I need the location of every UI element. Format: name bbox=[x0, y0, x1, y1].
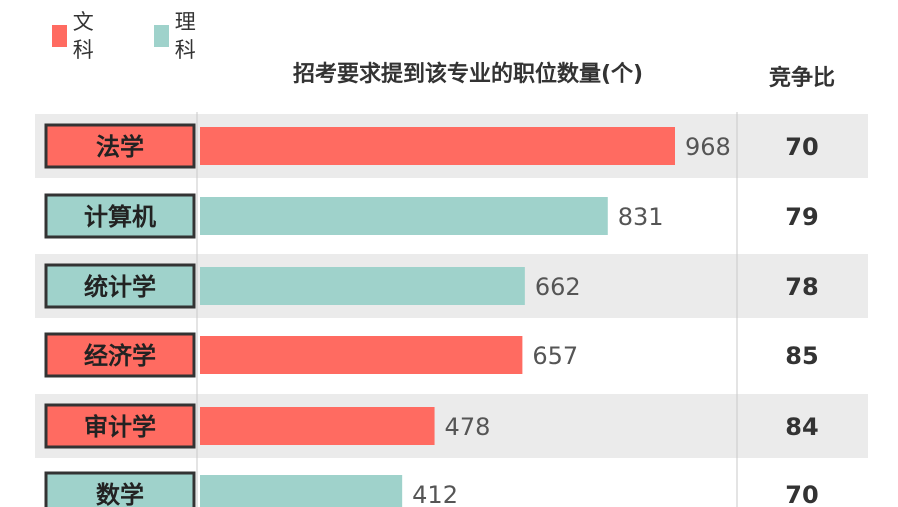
category-label: 审计学 bbox=[84, 413, 156, 441]
bar bbox=[200, 267, 525, 305]
category-label-box bbox=[44, 263, 196, 309]
category-label-box bbox=[44, 471, 196, 507]
value-label: 478 bbox=[445, 413, 491, 441]
legend-item-wenke: 文科 bbox=[52, 8, 101, 64]
category-label-box bbox=[44, 123, 196, 169]
competition-ratio: 78 bbox=[785, 273, 818, 301]
competition-ratio: 84 bbox=[785, 413, 818, 441]
category-label: 计算机 bbox=[84, 203, 156, 231]
category-label: 经济学 bbox=[84, 342, 156, 370]
legend-label-wenke: 文科 bbox=[72, 10, 94, 62]
category-label-box bbox=[44, 403, 196, 449]
category-label: 数学 bbox=[96, 481, 144, 507]
competition-ratio: 79 bbox=[785, 203, 818, 231]
legend-item-like: 理科 bbox=[154, 8, 203, 64]
value-label: 412 bbox=[412, 481, 458, 507]
bar bbox=[200, 336, 523, 374]
competition-ratio: 85 bbox=[785, 342, 818, 370]
value-label: 968 bbox=[685, 133, 731, 161]
competition-ratio: 70 bbox=[785, 133, 818, 161]
category-label-box bbox=[44, 332, 196, 378]
value-label: 657 bbox=[532, 342, 578, 370]
chart-title: 招考要求提到该专业的职位数量(个) bbox=[292, 62, 644, 87]
category-label: 统计学 bbox=[84, 273, 156, 301]
value-label: 831 bbox=[618, 203, 664, 231]
competition-ratio: 70 bbox=[785, 481, 818, 507]
bar bbox=[200, 197, 608, 235]
category-label-box bbox=[44, 193, 196, 239]
ratio-column-title: 竞争比 bbox=[768, 66, 835, 91]
category-label: 法学 bbox=[96, 133, 144, 161]
value-label: 662 bbox=[535, 273, 581, 301]
bar bbox=[200, 475, 403, 507]
bar bbox=[200, 127, 675, 165]
legend-swatch-like bbox=[154, 25, 169, 47]
legend-swatch-wenke bbox=[52, 25, 67, 47]
legend-label-like: 理科 bbox=[174, 10, 196, 62]
bar bbox=[200, 407, 435, 445]
